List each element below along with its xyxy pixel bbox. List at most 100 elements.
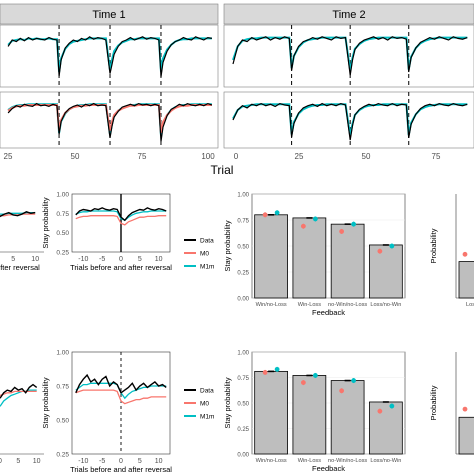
model-point-m0 [339,229,345,234]
legend-label-m0: M0 [200,251,209,258]
x-tick-label: Win-Loss [298,458,322,464]
y-tick-label: 0.50 [237,245,249,251]
model-point-m1m [389,403,395,409]
model-point-m0 [339,388,345,394]
x-axis-title: fter reversal [0,263,40,272]
series-line-data [0,383,38,399]
legend-label-m0: M0 [200,401,209,408]
y-axis-title: Stay probability [223,377,232,429]
x-tick-label: Win-Loss [298,302,322,308]
x-tick-label: no-Win/no-Loss [328,302,367,308]
y-tick-label: 0.75 [56,384,69,391]
model-point-m0 [300,380,306,385]
y-tick-label: 0.00 [237,453,249,459]
x-tick-label: -5 [99,256,105,263]
y-tick-label: 0.25 [56,452,69,459]
tick-label-t2-75: 75 [432,152,441,161]
series-line-data [232,102,468,141]
x-tick-label: 0 [119,458,123,465]
x-tick-label: 5 [11,256,15,263]
y-tick-label: 0.00 [237,297,249,303]
x-axis-title: Feedback [312,464,345,473]
y-tick-label: 0.25 [56,250,69,257]
y-tick-label: 0.50 [56,418,69,425]
model-point-m0 [262,212,268,218]
model-point-m0 [300,223,306,229]
model-point-m0 [462,251,468,257]
y-tick-label: 0.50 [56,230,69,237]
panel-border-t2r1 [223,24,474,88]
series-line-m0 [75,389,167,405]
x-tick-label: -10 [78,458,88,465]
legend-label-data: Data [200,238,214,245]
y-tick-label: 0.75 [237,376,249,382]
x-tick-label: Win/no-Loss [256,458,287,464]
tick-label-t1-100: 100 [201,152,215,161]
x-tick-label: no-Win/no-Loss [328,458,367,464]
x-axis-title: Trials before and after reversal [70,465,172,474]
x-tick-label: 10 [155,458,163,465]
tick-label-t1-25: 25 [4,152,13,161]
y-tick-label: 1.00 [56,350,69,357]
legend-label-m1m: M1m [200,264,214,271]
strip-title-time1: Time 1 [92,9,125,21]
x-axis-title: Trials before and after reversal [70,263,172,272]
legend-label-m1m: M1m [200,414,214,421]
bar [330,380,365,455]
series-line-m1m [0,389,37,407]
bar [292,217,327,299]
bar [330,223,365,299]
series-line-data [0,211,36,218]
y-tick-label: 0.25 [237,427,249,433]
panel-border-t1r2 [0,91,219,149]
x-tick-label: Loss/no-Win [370,302,401,308]
x-tick-label: 10 [33,458,41,465]
model-point-m1m [389,243,395,249]
panel-border-t1r1 [0,24,219,88]
x-tick-label: 0 [0,458,2,465]
series-line-data [75,207,167,222]
x-tick-label: 10 [31,256,39,263]
series-line-data [7,36,213,77]
series-line-data [75,373,167,394]
model-point-m1m [274,366,280,372]
tick-label-t1-50: 50 [71,152,80,161]
y-axis-title: Probability [429,385,438,420]
series-line-data [232,36,468,76]
bar [254,214,288,299]
series-line-m0 [75,215,167,226]
x-tick-label: -5 [99,458,105,465]
series-line-data [7,102,213,142]
model-point-m1m [351,378,357,383]
series-line-m0 [0,390,37,397]
bar [458,416,474,455]
x-axis-title-trial: Trial [211,163,234,177]
x-tick-label: 5 [16,458,20,465]
model-point-m1m [274,210,280,216]
y-tick-label: 0.75 [56,211,69,218]
bar [458,261,474,299]
y-axis-title: Probability [429,228,438,263]
x-axis-title: Feedback [312,308,345,317]
y-axis-title: Stay probability [223,220,232,272]
model-point-m1m [312,373,318,378]
x-tick-label: 5 [138,256,142,263]
model-point-m0 [262,370,268,375]
model-point-m1m [351,221,357,227]
y-tick-label: 0.50 [237,402,249,408]
panel-border-t2r2 [223,91,474,149]
y-axis-title: Stay probability [41,377,50,429]
model-point-m0 [377,408,383,414]
y-tick-label: 1.00 [237,193,249,199]
x-tick-label: Loss [466,302,474,308]
y-tick-label: 1.00 [56,192,69,199]
bar [369,244,403,299]
y-tick-label: 0.75 [237,219,249,225]
strip-title-time2: Time 2 [332,9,365,21]
tick-label-t2-25: 25 [295,152,304,161]
strip-time1 [0,3,219,25]
model-point-m0 [377,248,383,254]
x-tick-label: Loss/no-Win [370,458,401,464]
legend-label-data: Data [200,388,214,395]
